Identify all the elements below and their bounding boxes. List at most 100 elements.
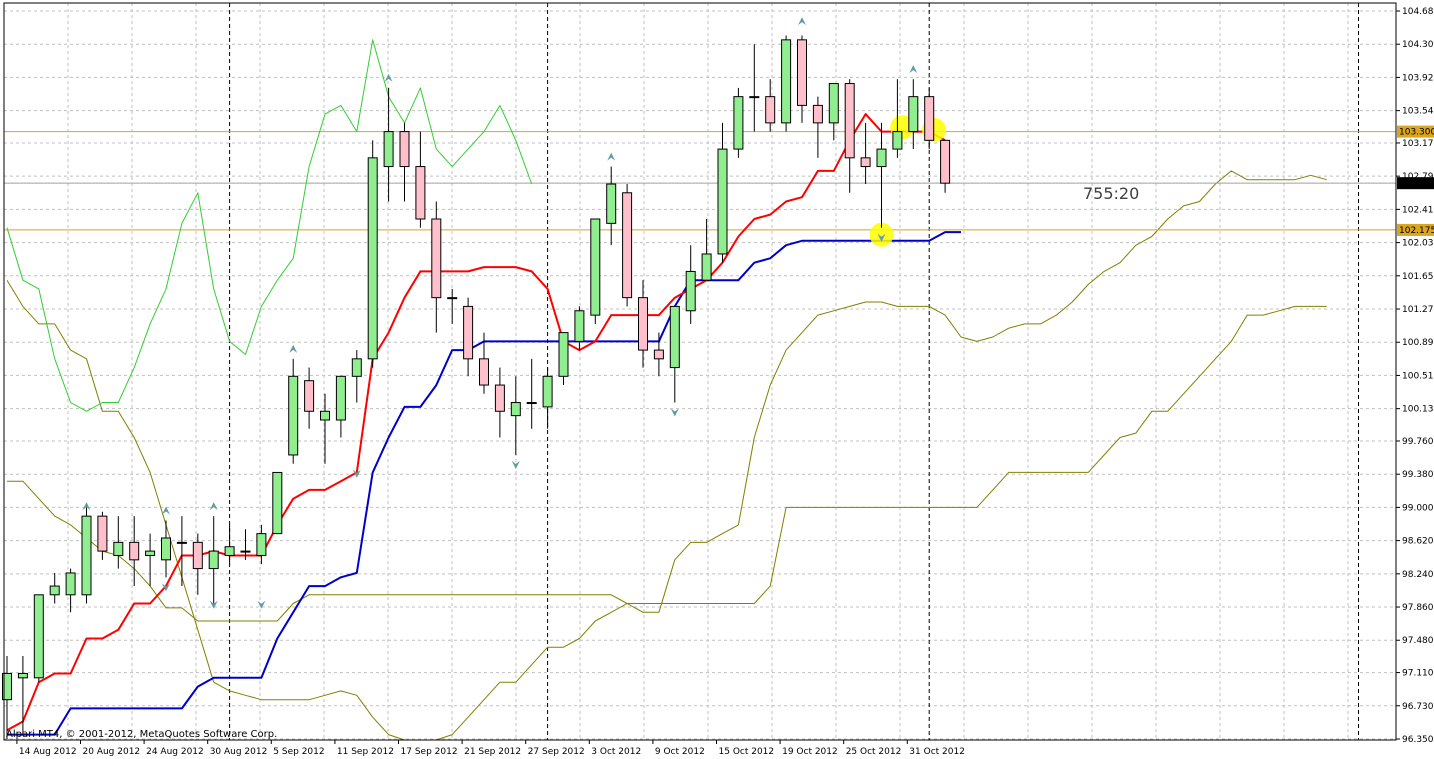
candle-body: [320, 410, 330, 421]
candle: [924, 87, 935, 150]
candle: [240, 529, 251, 560]
candle-body: [208, 550, 219, 570]
time-tick-label: 27 Sep 2012: [528, 747, 585, 757]
candle-body: [606, 183, 617, 224]
price-tick-label: 100.890: [1402, 338, 1434, 348]
candle: [192, 533, 203, 595]
candle: [860, 122, 871, 185]
fractal-down-icon: [352, 469, 361, 478]
fractal-up-icon: [607, 152, 616, 161]
candle-body: [733, 96, 744, 150]
price-tick-label: 104.300: [1402, 40, 1434, 50]
time-tick-label: 3 Oct 2012: [591, 747, 641, 757]
candle-body: [892, 131, 903, 150]
candle-body: [717, 148, 728, 255]
current-price-label: 102.714: [1399, 179, 1434, 189]
candle-body: [558, 332, 569, 377]
candle: [494, 367, 505, 438]
price-axis: 104.680 104.300 103.920 103.540 103.170 102.7…: [1396, 7, 1434, 745]
candle: [447, 288, 458, 324]
candle-body: [463, 305, 474, 360]
candle: [463, 297, 474, 377]
candle-body: [542, 375, 553, 408]
candle-body: [860, 157, 871, 168]
candle: [81, 507, 92, 604]
candle-body: [924, 96, 935, 141]
candle-body: [176, 541, 187, 544]
candle-body: [940, 139, 951, 184]
price-tick-label: 99.380: [1402, 470, 1434, 480]
candle-body: [685, 270, 696, 312]
candle: [335, 375, 346, 438]
candle-body: [765, 96, 776, 124]
time-tick-label: 5 Sep 2012: [273, 747, 324, 757]
price-tick-label: 102.030: [1402, 239, 1434, 249]
candle: [510, 376, 521, 455]
price-tick-label: 100.510: [1402, 371, 1434, 381]
price-tick-label: 97.480: [1402, 636, 1434, 646]
fractal-up-icon: [909, 65, 918, 74]
fractal-down-icon: [670, 408, 679, 417]
candle: [590, 218, 601, 324]
fractals: [82, 17, 918, 609]
fractal-down-icon: [257, 600, 266, 609]
candle: [304, 367, 315, 429]
fractal-up-icon: [798, 17, 806, 26]
candle: [733, 87, 744, 158]
candle: [574, 306, 585, 351]
candle-body: [351, 358, 362, 377]
candle-body: [335, 375, 346, 421]
candle: [908, 79, 919, 150]
candle-body: [161, 537, 171, 561]
time-tick-label: 20 Aug 2012: [83, 747, 141, 757]
price-tick-label: 96.350: [1402, 735, 1434, 745]
candle: [717, 122, 728, 263]
price-tick-label: 98.240: [1402, 570, 1434, 580]
candle: [272, 471, 283, 535]
highlight-circle: [869, 222, 894, 247]
candle-body: [653, 349, 664, 360]
tenkan-sen-line: [6, 113, 946, 732]
price-tick-label: 103.170: [1402, 139, 1434, 149]
candle-body: [812, 104, 823, 124]
candle-body: [701, 253, 712, 281]
candle-body: [240, 550, 251, 553]
candle: [65, 568, 76, 613]
time-tick-label: 24 Aug 2012: [146, 747, 204, 757]
current-price-badge: [1397, 177, 1434, 190]
candle: [351, 350, 362, 403]
candle-body: [272, 471, 283, 535]
candle-body: [510, 402, 521, 417]
price-tick-label: 101.270: [1402, 305, 1434, 315]
time-tick-label: 30 Aug 2012: [210, 747, 268, 757]
candle: [320, 393, 330, 464]
candle: [33, 594, 44, 683]
candle-body: [494, 384, 505, 412]
price-tick-label: 96.730: [1402, 702, 1434, 712]
candle: [129, 516, 140, 587]
candle-body: [526, 402, 537, 405]
price-tick-label: 102.410: [1402, 205, 1434, 215]
level-price-badge: [1397, 223, 1434, 236]
level-price-label: 103.300: [1399, 128, 1434, 138]
fractal-up-icon: [209, 502, 218, 511]
price-tick-label: 103.920: [1402, 73, 1434, 83]
candle-body: [2, 672, 12, 701]
candle: [765, 79, 776, 132]
ichimoku-cloud: [6, 170, 1327, 741]
candle: [2, 655, 12, 739]
candle: [749, 44, 760, 132]
candle: [622, 184, 633, 307]
candle: [653, 332, 664, 377]
plot-frame: [3, 2, 1397, 741]
candle: [669, 305, 680, 403]
candle: [876, 122, 887, 228]
candle: [701, 219, 712, 281]
candle: [606, 166, 617, 246]
candle-body: [479, 358, 489, 386]
candle-body: [828, 83, 839, 124]
candle-body: [781, 39, 792, 124]
fractal-down-icon: [511, 460, 520, 469]
time-tick-label: 14 Aug 2012: [19, 747, 77, 757]
time-tick-label: 9 Oct 2012: [655, 747, 705, 757]
